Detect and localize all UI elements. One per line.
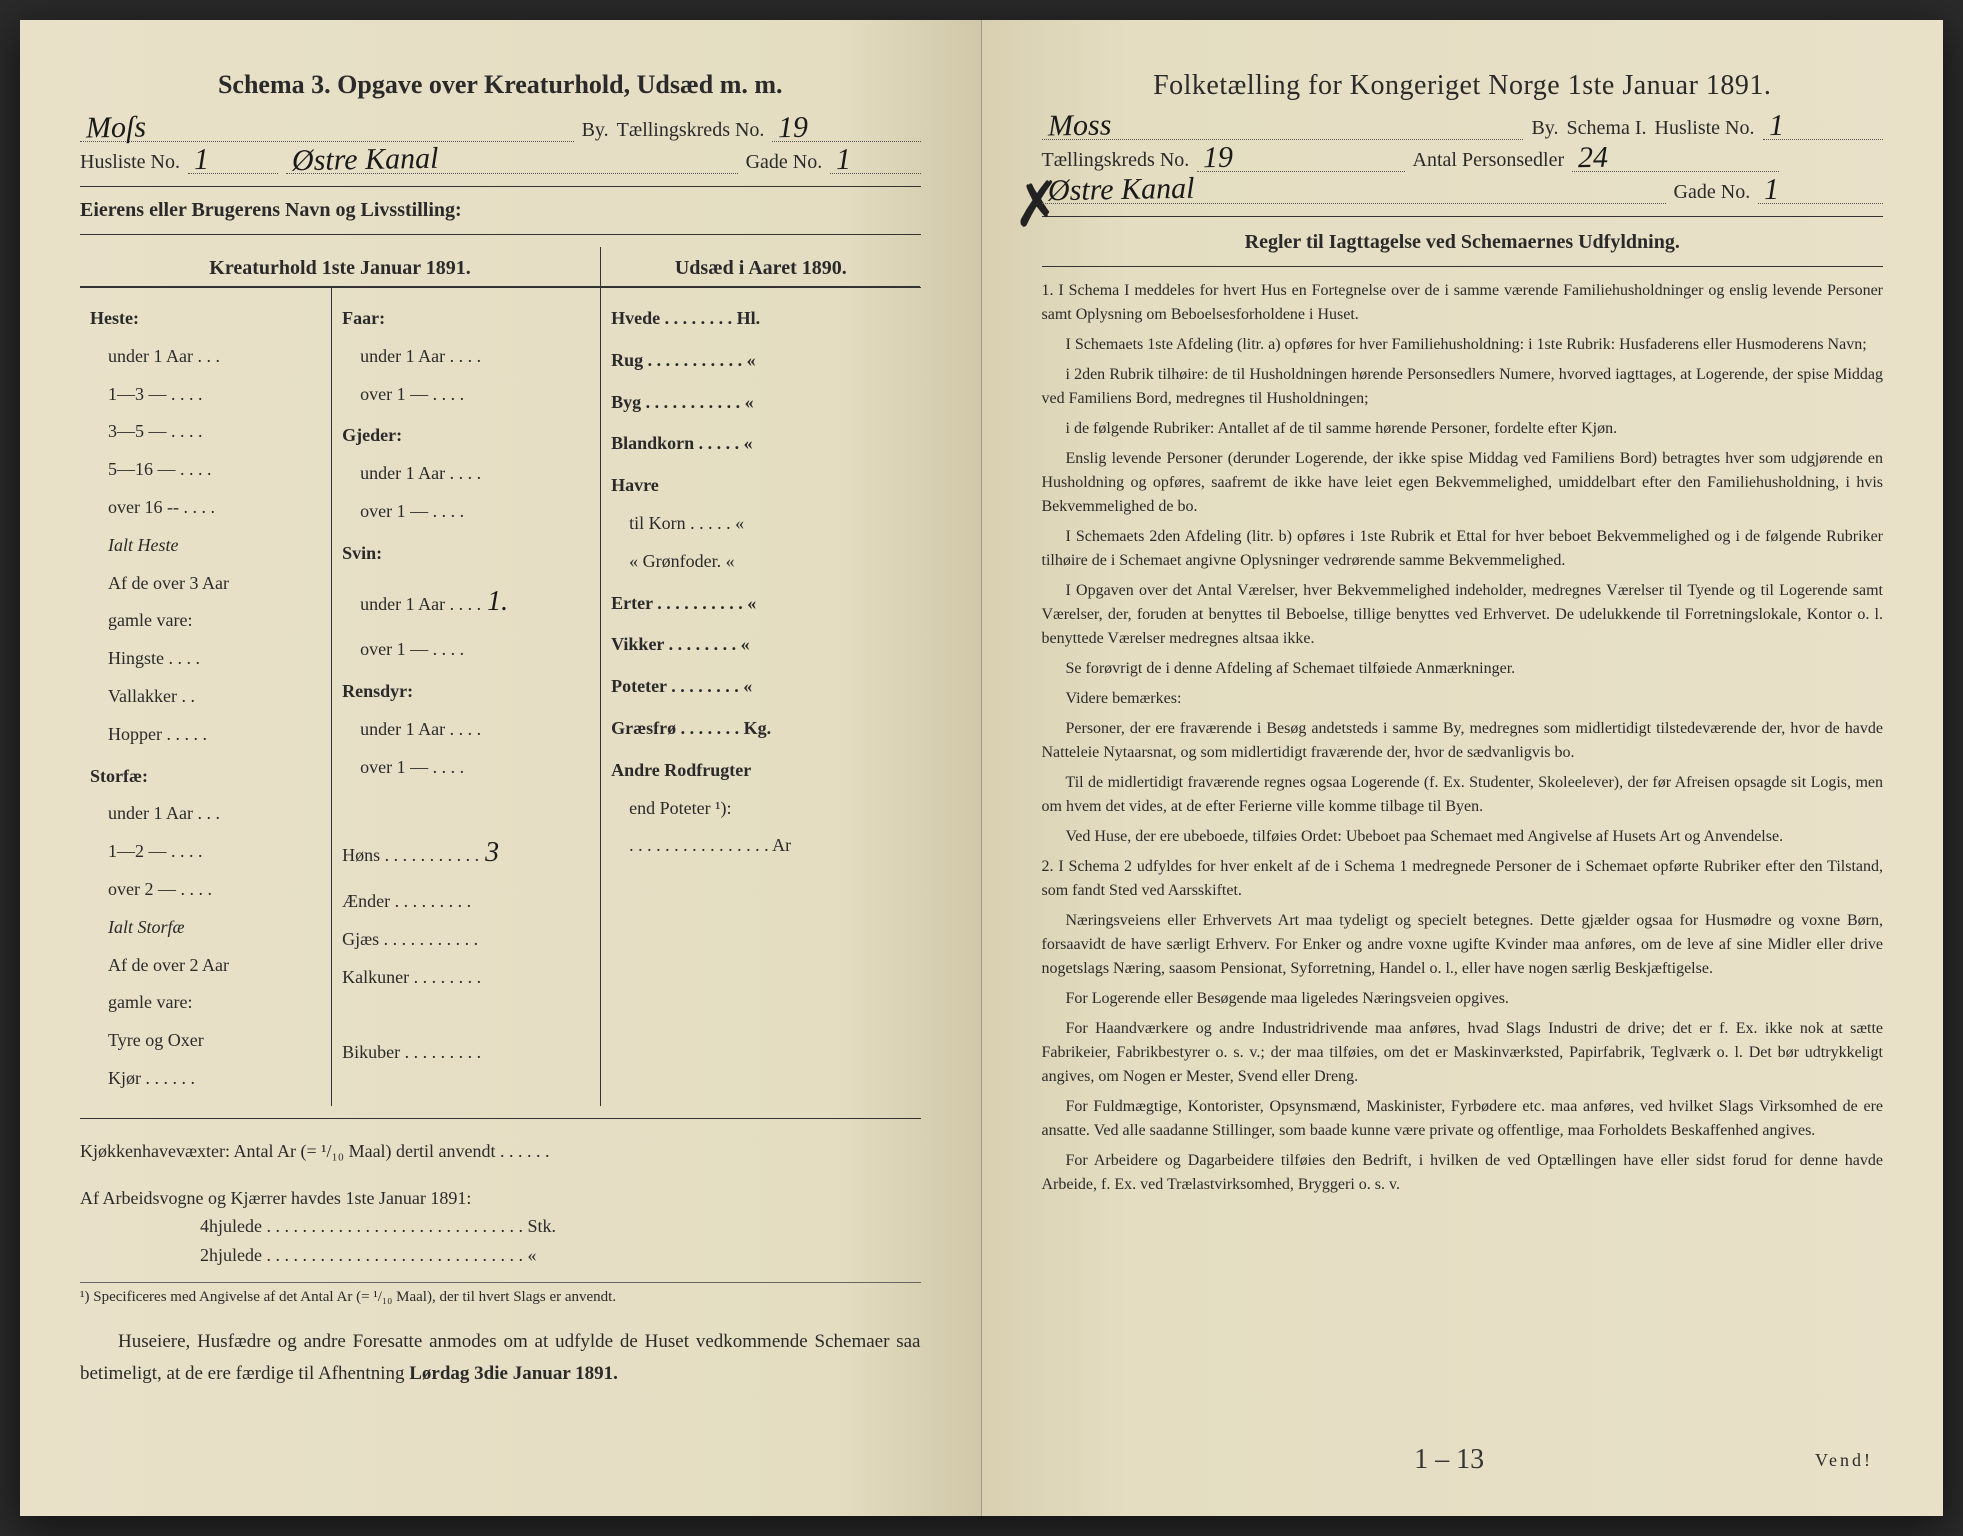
footnote: ¹) Specificeres med Angivelse af det Ant…	[80, 1282, 921, 1306]
data-columns: Heste: under 1 Aar . . . 1—3 — . . . . 3…	[80, 287, 921, 1106]
left-page: Schema 3. Opgave over Kreaturhold, Udsæd…	[20, 20, 982, 1516]
r-line3: Østre Kanal Gade No. 1	[1042, 180, 1884, 204]
bottom-handwriting: 1 – 13	[1414, 1444, 1484, 1476]
husliste-line: Husliste No. 1 Østre Kanal Gade No. 1	[80, 150, 921, 174]
right-page: ✗ Folketælling for Kongeriget Norge 1ste…	[982, 20, 1944, 1516]
column-headers: Kreaturhold 1ste Januar 1891. Udsæd i Aa…	[80, 247, 921, 287]
notice-text: Huseiere, Husfædre og andre Foresatte an…	[80, 1326, 921, 1391]
owner-label: Eierens eller Brugerens Navn og Livsstil…	[80, 199, 921, 222]
vend-label: Vend!	[1815, 1450, 1873, 1471]
rules-heading: Regler til Iagttagelse ved Schemaernes U…	[1042, 231, 1884, 254]
rules-body: 1. I Schema I meddeles for hvert Hus en …	[1042, 279, 1884, 1197]
footer-vogne: Af Arbeidsvogne og Kjærrer havdes 1ste J…	[80, 1184, 921, 1270]
footer-kjokken: Kjøkkenhavevæxter: Antal Ar (= ¹/₁₀ Maal…	[80, 1137, 921, 1166]
schema3-title: Schema 3. Opgave over Kreaturhold, Udsæd…	[80, 70, 921, 100]
census-title: Folketælling for Kongeriget Norge 1ste J…	[1042, 70, 1884, 102]
r-line1: Moss By. Schema I. Husliste No. 1	[1042, 116, 1884, 140]
city-line: Moſs By. Tællingskreds No. 19	[80, 118, 921, 142]
r-line2: Tællingskreds No. 19 Antal Personsedler …	[1042, 148, 1884, 172]
book-spread: Schema 3. Opgave over Kreaturhold, Udsæd…	[20, 20, 1943, 1516]
